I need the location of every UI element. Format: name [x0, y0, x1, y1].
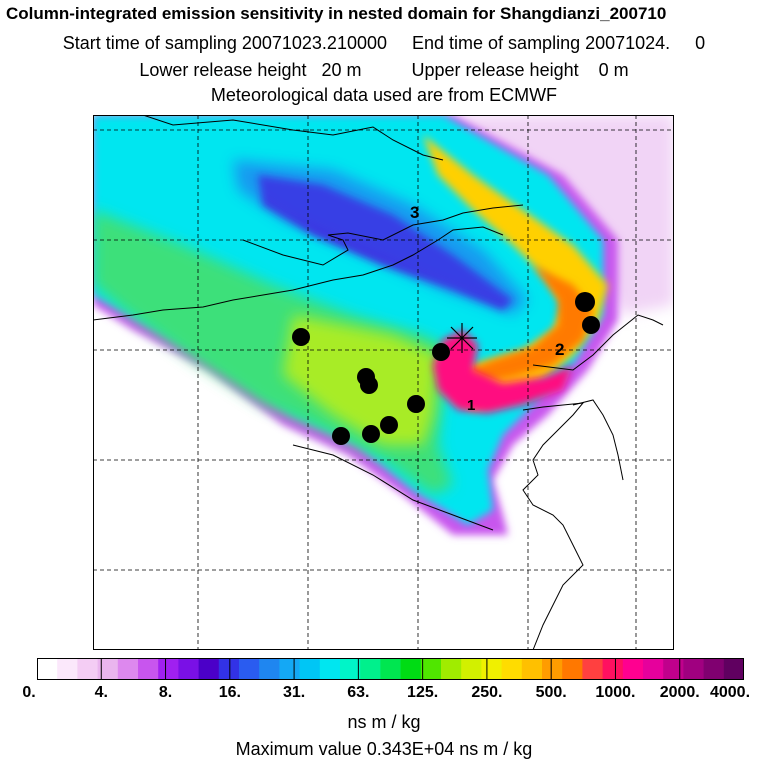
colorbar-bin [683, 658, 705, 680]
colorbar-bin [663, 658, 684, 680]
colorbar-tick-label: 8. [158, 684, 173, 701]
colorbar-bin [420, 658, 442, 680]
colorbar-tick-label: 2000. [659, 684, 700, 701]
annotation-label: 1 [467, 397, 475, 414]
colorbar-tick-label: 63. [347, 684, 370, 701]
colorbar-bin [602, 658, 624, 680]
station-marker [380, 416, 398, 434]
field-band-magenta [433, 330, 573, 413]
coastlines [93, 115, 664, 650]
colorbar-bin [542, 658, 563, 680]
colorbar-tick-label: 16. [218, 684, 241, 701]
station-marker [407, 395, 425, 413]
colorbar-bin [319, 658, 341, 680]
colorbar-bin [178, 658, 200, 680]
colorbar-tick-label: 31. [282, 684, 306, 701]
map-plot-area: 1 2 3 [93, 115, 674, 650]
colorbar-bin [340, 658, 361, 680]
colorbar-bin [97, 658, 119, 680]
colorbar-bin [643, 658, 664, 680]
colorbar-unit-label: ns m / kg [347, 712, 421, 732]
colorbar-bin [138, 658, 159, 680]
colorbar-tick-label: 1000. [595, 684, 636, 701]
station-markers [292, 292, 600, 445]
map-frame [93, 115, 674, 650]
colorbar-bin [501, 658, 523, 680]
colorbar-bin [117, 658, 139, 680]
colorbar-tick-label: 250. [471, 684, 503, 701]
station-marker [575, 292, 595, 312]
met-data-line: Meteorological data used are from ECMWF [210, 85, 558, 105]
colorbar-bin [521, 658, 543, 680]
colorbar-bin [37, 658, 58, 680]
colorbar-bin [158, 658, 179, 680]
colorbar-bin [723, 658, 744, 680]
colorbar-bin [703, 658, 725, 680]
colorbar-tick-label: 4. [94, 684, 108, 701]
colorbar-bin [380, 658, 402, 680]
colorbar-tick-label: 125. [407, 684, 439, 701]
station-marker [332, 427, 350, 445]
station-marker [292, 328, 310, 346]
receptor-marker [447, 323, 477, 353]
colorbar-bin [400, 658, 422, 680]
colorbar-tick-label: 4000. [709, 684, 751, 701]
field-band-blue-edge [233, 160, 528, 315]
colorbar-bin [77, 658, 99, 680]
colorbar-frame [37, 658, 744, 680]
colorbar-tick-label: 500. [535, 684, 567, 701]
colorbar-bin [218, 658, 240, 680]
colorbar-bin [239, 658, 260, 680]
annotation-label: 3 [410, 203, 419, 222]
chart-title: Column-integrated emission sensitivity i… [6, 4, 667, 23]
station-marker [360, 376, 378, 394]
annotation-label: 2 [555, 340, 564, 359]
colorbar-bin [562, 658, 583, 680]
sampling-time-line: Start time of sampling 20071023.210000 E… [62, 33, 706, 53]
colorbar-bin [481, 658, 503, 680]
colorbar-bin [582, 658, 604, 680]
max-value-text: Maximum value 0.343E+04 ns m / kg [235, 739, 533, 759]
colorbar-bin [622, 658, 644, 680]
gridlines [93, 115, 674, 650]
colorbar-bin [198, 658, 220, 680]
station-marker [432, 343, 450, 361]
station-marker [582, 316, 600, 334]
colorbar-bin [299, 658, 321, 680]
colorbar-bin [360, 658, 381, 680]
colorbar-bin [57, 658, 78, 680]
colorbar-bin [441, 658, 462, 680]
colorbar-bin [461, 658, 482, 680]
field-band-orange [468, 265, 593, 383]
station-marker [362, 425, 380, 443]
colorbar-tick-label: 0. [22, 684, 36, 701]
release-height-line: Lower release height 20 m Upper release … [139, 60, 629, 80]
colorbar-bin [279, 658, 301, 680]
colorbar-bin [259, 658, 280, 680]
colorbar [37, 658, 744, 680]
